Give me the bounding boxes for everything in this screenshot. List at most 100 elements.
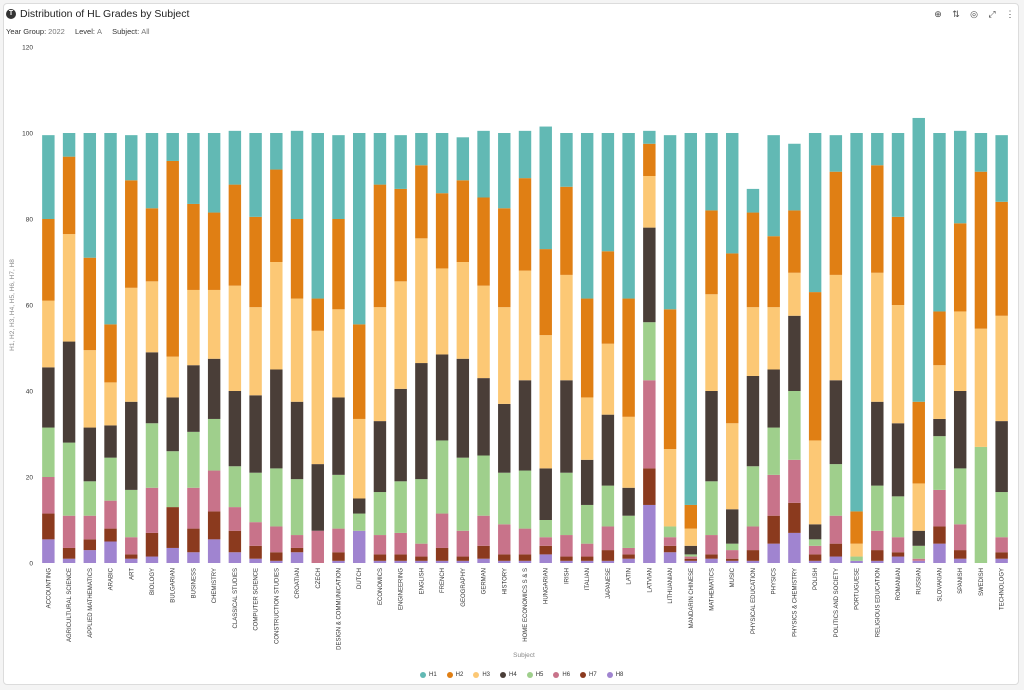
- bar-segment-h1[interactable]: [912, 117, 925, 402]
- bar-segment-h4[interactable]: [373, 421, 387, 493]
- bar-segment-h2[interactable]: [580, 298, 594, 398]
- bar-segment-h8[interactable]: [456, 560, 470, 563]
- bar-segment-h4[interactable]: [684, 545, 698, 555]
- bar-segment-h3[interactable]: [726, 423, 739, 510]
- bar-segment-h3[interactable]: [435, 268, 449, 355]
- bar-segment-h6[interactable]: [891, 537, 905, 553]
- bar-segment-h2[interactable]: [415, 165, 428, 239]
- bar-segment-h3[interactable]: [332, 309, 345, 398]
- legend-item-h5[interactable]: H5: [526, 672, 543, 678]
- bar-segment-h2[interactable]: [643, 143, 656, 176]
- bar-segment-h5[interactable]: [207, 418, 221, 471]
- bar-segment-h4[interactable]: [83, 427, 97, 482]
- bar-segment-h7[interactable]: [249, 545, 262, 559]
- bar-segment-h7[interactable]: [83, 539, 97, 551]
- bar-segment-h5[interactable]: [332, 474, 345, 529]
- bar-segment-h8[interactable]: [435, 560, 449, 563]
- bar-segment-h4[interactable]: [580, 459, 594, 505]
- bar-segment-h4[interactable]: [104, 425, 117, 458]
- bar-segment-h3[interactable]: [788, 272, 801, 316]
- bar-segment-h5[interactable]: [974, 446, 988, 563]
- bar-segment-h2[interactable]: [290, 219, 304, 299]
- bar-segment-h2[interactable]: [311, 298, 324, 331]
- legend-item-h2[interactable]: H2: [446, 672, 463, 678]
- bar-segment-h3[interactable]: [373, 307, 387, 422]
- bar-segment-h4[interactable]: [332, 397, 345, 475]
- expand-icon[interactable]: ⤢: [988, 9, 996, 19]
- bar-segment-h3[interactable]: [891, 305, 905, 424]
- bar-segment-h6[interactable]: [207, 470, 221, 512]
- bar-segment-h2[interactable]: [663, 309, 677, 450]
- bar-segment-h3[interactable]: [995, 315, 1008, 422]
- bar-segment-h2[interactable]: [767, 236, 780, 308]
- bar-segment-h4[interactable]: [622, 487, 635, 516]
- bar-segment-h5[interactable]: [394, 481, 407, 533]
- bar-segment-h5[interactable]: [829, 464, 843, 516]
- bar-segment-h3[interactable]: [953, 311, 967, 391]
- bar-segment-h4[interactable]: [726, 509, 739, 544]
- bar-segment-h2[interactable]: [995, 201, 1008, 316]
- bar-segment-h8[interactable]: [373, 560, 387, 563]
- bar-segment-h6[interactable]: [808, 545, 822, 555]
- bar-segment-h3[interactable]: [249, 307, 262, 396]
- bar-segment-h8[interactable]: [518, 560, 532, 563]
- bar-segment-h6[interactable]: [104, 500, 117, 529]
- bar-segment-h2[interactable]: [249, 216, 262, 308]
- bar-segment-h2[interactable]: [953, 223, 967, 312]
- bar-segment-h5[interactable]: [290, 479, 304, 536]
- bar-segment-h6[interactable]: [871, 530, 884, 551]
- bar-segment-h2[interactable]: [83, 257, 97, 351]
- bar-segment-h5[interactable]: [808, 539, 822, 546]
- bar-segment-h1[interactable]: [767, 135, 780, 237]
- bar-segment-h1[interactable]: [290, 130, 304, 219]
- bar-segment-h1[interactable]: [850, 133, 863, 512]
- bar-segment-h8[interactable]: [104, 541, 117, 564]
- bar-segment-h7[interactable]: [62, 547, 76, 559]
- bar-segment-h6[interactable]: [643, 380, 656, 469]
- bar-segment-h3[interactable]: [228, 285, 242, 391]
- bar-segment-h5[interactable]: [726, 543, 739, 551]
- bar-segment-h7[interactable]: [746, 550, 760, 561]
- bar-segment-h4[interactable]: [166, 397, 179, 452]
- bar-segment-h8[interactable]: [228, 552, 242, 563]
- bar-segment-h7[interactable]: [995, 552, 1008, 559]
- bar-segment-h8[interactable]: [995, 558, 1008, 563]
- bar-segment-h6[interactable]: [933, 489, 946, 527]
- bar-segment-h3[interactable]: [125, 287, 138, 402]
- bar-segment-h1[interactable]: [974, 133, 988, 172]
- bar-segment-h2[interactable]: [705, 210, 718, 295]
- bar-segment-h4[interactable]: [746, 375, 760, 467]
- bar-segment-h1[interactable]: [498, 133, 511, 209]
- bar-segment-h7[interactable]: [415, 556, 428, 561]
- bar-segment-h2[interactable]: [477, 197, 490, 286]
- bar-segment-h4[interactable]: [228, 391, 242, 467]
- bar-segment-h3[interactable]: [456, 262, 470, 359]
- bar-segment-h8[interactable]: [477, 558, 490, 563]
- bar-segment-h5[interactable]: [62, 442, 76, 516]
- bar-segment-h4[interactable]: [352, 498, 366, 514]
- bar-segment-h8[interactable]: [684, 560, 698, 563]
- bar-segment-h3[interactable]: [601, 343, 615, 415]
- bar-segment-h8[interactable]: [850, 560, 863, 563]
- bar-segment-h1[interactable]: [891, 133, 905, 217]
- bar-segment-h2[interactable]: [352, 324, 366, 419]
- bar-segment-h6[interactable]: [270, 526, 283, 553]
- bar-segment-h3[interactable]: [166, 356, 179, 398]
- bar-segment-h4[interactable]: [249, 395, 262, 473]
- bar-segment-h7[interactable]: [933, 526, 946, 544]
- bar-segment-h6[interactable]: [42, 477, 55, 514]
- bar-segment-h6[interactable]: [518, 528, 532, 555]
- bar-segment-h3[interactable]: [663, 449, 677, 527]
- bar-segment-h8[interactable]: [290, 552, 304, 563]
- bar-segment-h7[interactable]: [539, 545, 552, 555]
- bar-segment-h2[interactable]: [145, 208, 159, 282]
- bar-segment-h3[interactable]: [974, 328, 988, 447]
- legend-item-h4[interactable]: H4: [500, 672, 517, 678]
- bar-segment-h5[interactable]: [498, 472, 511, 525]
- bar-segment-h1[interactable]: [415, 133, 428, 166]
- bar-segment-h2[interactable]: [518, 178, 532, 271]
- bar-segment-h7[interactable]: [373, 554, 387, 561]
- bar-segment-h5[interactable]: [746, 466, 760, 527]
- bar-segment-h8[interactable]: [145, 556, 159, 563]
- bar-segment-h3[interactable]: [477, 285, 490, 379]
